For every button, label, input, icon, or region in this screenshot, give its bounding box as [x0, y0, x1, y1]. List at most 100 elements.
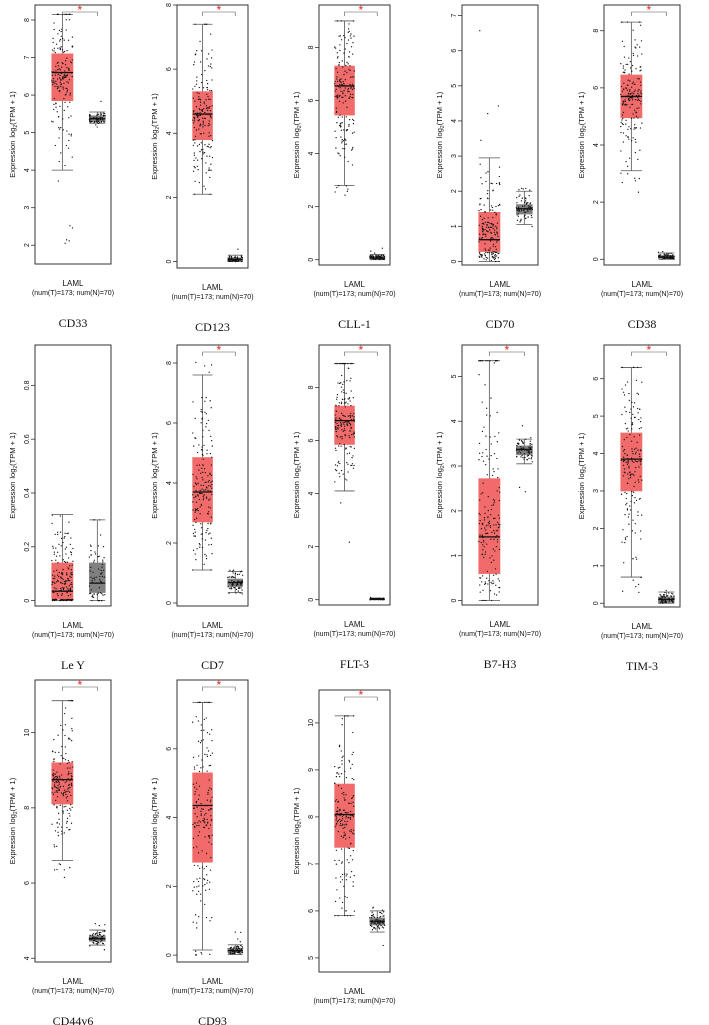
data-point	[238, 573, 240, 575]
y-label-prefix: Expression	[8, 482, 17, 519]
data-point	[345, 910, 347, 912]
data-point	[348, 97, 350, 99]
data-point	[192, 847, 195, 849]
data-point	[637, 90, 639, 92]
data-point	[496, 521, 499, 524]
data-point	[53, 103, 55, 106]
data-point	[195, 490, 197, 492]
y-label-base: 2	[440, 465, 446, 468]
data-point	[479, 584, 481, 586]
data-point	[51, 74, 54, 76]
data-point	[517, 207, 519, 210]
data-point	[54, 85, 56, 87]
data-point	[627, 173, 629, 175]
data-point	[334, 47, 337, 49]
significance-bracket	[631, 351, 667, 356]
data-point	[203, 108, 205, 110]
data-point	[55, 581, 58, 583]
data-point	[210, 169, 212, 171]
data-point	[68, 787, 70, 789]
data-point	[526, 202, 528, 205]
data-point	[198, 755, 200, 757]
data-point	[478, 241, 480, 243]
data-point	[196, 878, 198, 880]
data-point	[637, 449, 639, 451]
data-point	[97, 568, 100, 570]
data-point	[641, 53, 643, 55]
data-point	[206, 497, 208, 500]
data-point	[192, 890, 194, 892]
data-point	[237, 581, 239, 583]
data-point	[350, 842, 352, 845]
data-point	[347, 403, 349, 405]
data-point	[238, 259, 240, 261]
data-point	[70, 804, 72, 806]
data-point	[99, 579, 101, 581]
data-point	[636, 55, 639, 57]
data-point	[633, 92, 635, 95]
data-point	[207, 750, 210, 752]
data-point	[376, 256, 378, 258]
data-point	[628, 57, 630, 59]
data-point	[198, 831, 201, 833]
data-point	[349, 380, 351, 382]
data-point	[71, 45, 73, 47]
data-point	[479, 591, 481, 593]
data-point	[69, 61, 72, 63]
data-point	[490, 223, 493, 225]
data-point	[521, 425, 524, 427]
data-point	[102, 561, 104, 563]
data-point	[496, 251, 498, 253]
data-point	[53, 570, 55, 572]
data-point	[344, 70, 346, 72]
data-point	[238, 587, 241, 589]
data-point	[202, 148, 204, 151]
data-point	[230, 256, 233, 258]
data-point	[640, 92, 642, 94]
data-point	[525, 187, 527, 189]
significance-bracket	[202, 686, 236, 691]
data-point	[495, 241, 498, 243]
y-label-prefix: Expression	[577, 482, 586, 519]
data-point	[621, 388, 623, 390]
data-point	[662, 600, 664, 602]
data-point	[346, 72, 348, 74]
data-point	[100, 592, 102, 594]
data-point	[335, 776, 338, 778]
data-point	[341, 438, 343, 440]
data-point	[634, 496, 636, 499]
data-point	[493, 593, 496, 595]
data-point	[55, 547, 57, 549]
data-point	[346, 479, 348, 481]
data-point	[60, 587, 62, 590]
data-point	[528, 457, 530, 460]
data-point	[341, 140, 343, 142]
data-point	[350, 426, 352, 429]
data-point	[633, 436, 635, 438]
data-point	[207, 481, 209, 483]
data-point	[205, 852, 208, 855]
data-point	[485, 360, 487, 362]
data-point	[62, 582, 64, 585]
y-label-unit: (TPM + 1)	[577, 432, 586, 466]
data-point	[70, 784, 73, 786]
data-point	[205, 496, 208, 498]
data-point	[338, 859, 340, 862]
data-point	[620, 125, 622, 128]
data-point	[635, 585, 637, 588]
data-point	[498, 432, 500, 434]
data-point	[100, 121, 103, 123]
data-point	[626, 427, 629, 429]
data-point	[634, 126, 636, 129]
data-point	[378, 598, 380, 600]
data-point	[90, 545, 92, 548]
data-point	[518, 486, 521, 489]
data-point	[627, 461, 629, 463]
data-point	[203, 729, 205, 731]
data-point	[671, 256, 674, 258]
data-point	[339, 814, 341, 817]
data-point	[492, 499, 495, 501]
data-point	[491, 504, 493, 507]
data-point	[206, 23, 208, 25]
data-point	[196, 508, 198, 511]
